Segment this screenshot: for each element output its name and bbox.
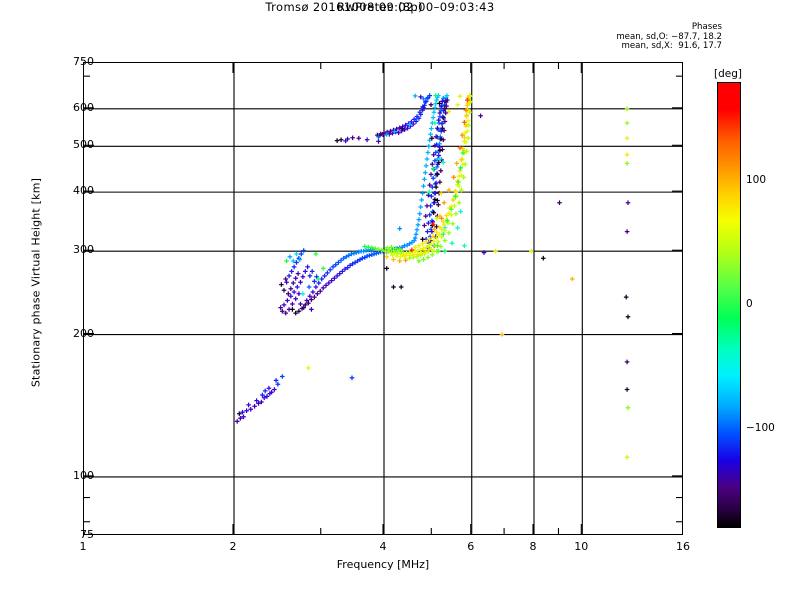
scatter-points xyxy=(234,93,631,460)
chart-title-line1: Tromsø 20161008 09:02:00–09:03:43 xyxy=(265,0,495,14)
x-tick-label: 1 xyxy=(79,540,87,553)
x-tick-label: 4 xyxy=(379,540,387,553)
colorbar-tick-label: 100 xyxy=(746,174,767,187)
y-tick-label: 300 xyxy=(73,243,94,257)
colorbar xyxy=(717,82,741,528)
phase-stats-x: mean, sd,X: 91.6, 17.7 xyxy=(621,41,722,52)
x-axis-label: Frequency [MHz] xyxy=(336,558,430,571)
y-tick-label: 750 xyxy=(73,55,94,68)
y-tick-label: 600 xyxy=(73,100,94,114)
plot-area xyxy=(83,62,683,535)
colorbar-unit-label: [deg] xyxy=(714,68,742,80)
y-tick-label: 400 xyxy=(73,184,94,198)
colorbar-tick-label: −100 xyxy=(746,421,775,434)
y-tick-label: 500 xyxy=(73,138,94,152)
phase-stats-heading: Phases xyxy=(691,22,722,32)
phase-stats-block: Phases mean, sd,O: −87.7, 18.2 mean, sd,… xyxy=(616,22,722,52)
y-axis-label: Stationary phase Virtual Height [km] xyxy=(29,177,43,388)
y-axis-label-holder: Stationary phase Virtual Height [km] xyxy=(18,62,43,535)
chart-subtitle-line2: RwPretec (8p) xyxy=(336,0,424,14)
x-tick-label: 10 xyxy=(574,540,589,553)
x-tick-label: 16 xyxy=(676,540,690,553)
x-tick-label: 2 xyxy=(229,540,237,553)
y-tick-label: 100 xyxy=(73,468,94,482)
x-tick-label: 8 xyxy=(529,540,537,553)
phase-stats-o: mean, sd,O: −87.7, 18.2 xyxy=(616,31,722,42)
y-tick-label: 75 xyxy=(80,528,94,541)
colorbar-tick-label: 0 xyxy=(746,298,753,310)
x-tick-label: 6 xyxy=(467,540,475,553)
grid-lines xyxy=(84,63,682,534)
y-tick-label: 200 xyxy=(73,326,94,340)
